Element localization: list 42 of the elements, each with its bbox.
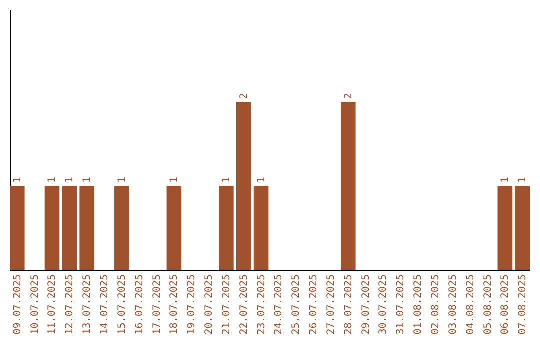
x-tick-label: 22.07.2025 — [238, 274, 250, 335]
x-tick-label: 19.07.2025 — [186, 274, 198, 335]
x-tick-label: 02.08.2025 — [430, 274, 442, 335]
x-tick-label: 09.07.2025 — [12, 274, 24, 335]
x-tick-label: 28.07.2025 — [343, 274, 354, 335]
x-tick-label: 29.07.2025 — [360, 274, 372, 335]
data-label: 1 — [169, 177, 180, 184]
data-label: 1 — [82, 177, 94, 184]
x-tick-label: 16.07.2025 — [134, 274, 146, 335]
x-tick-label: 25.07.2025 — [291, 274, 302, 335]
x-tick-label: 05.08.2025 — [482, 274, 494, 335]
data-label: 1 — [47, 177, 58, 184]
x-tick-label: 24.07.2025 — [274, 274, 285, 335]
data-label: 2 — [343, 93, 354, 100]
x-tick-label: 14.07.2025 — [100, 274, 111, 335]
x-tick-label: 13.07.2025 — [82, 274, 94, 335]
x-tick-label: 18.07.2025 — [169, 274, 180, 335]
x-tick-label: 26.07.2025 — [308, 274, 320, 335]
data-label: 1 — [518, 177, 529, 184]
x-tick-label: 12.07.2025 — [64, 274, 76, 335]
data-label: 1 — [12, 177, 24, 184]
data-label: 1 — [500, 177, 512, 184]
x-tick-label: 07.08.2025 — [518, 274, 529, 335]
x-tick-label: 15.07.2025 — [116, 274, 128, 335]
x-tick-label: 01.08.2025 — [413, 274, 424, 335]
x-tick-label: 21.07.2025 — [221, 274, 232, 335]
x-tick-label: 03.08.2025 — [448, 274, 459, 335]
x-tick-label: 20.07.2025 — [204, 274, 216, 335]
x-tick-label: 27.07.2025 — [326, 274, 337, 335]
data-label: 1 — [116, 177, 128, 184]
x-tick-label: 23.07.2025 — [256, 274, 268, 335]
data-label: 1 — [221, 177, 232, 184]
x-tick-label: 31.07.2025 — [396, 274, 407, 335]
x-tick-label: 11.07.2025 — [47, 274, 58, 335]
data-label: 1 — [256, 177, 268, 184]
x-tick-label: 10.07.2025 — [30, 274, 41, 335]
data-label: 1 — [64, 177, 76, 184]
x-tick-label: 06.08.2025 — [500, 274, 512, 335]
data-label: 2 — [238, 93, 250, 100]
x-tick-label: 30.07.2025 — [378, 274, 390, 335]
x-tick-label: 17.07.2025 — [152, 274, 163, 335]
x-tick-label: 04.08.2025 — [465, 274, 476, 335]
